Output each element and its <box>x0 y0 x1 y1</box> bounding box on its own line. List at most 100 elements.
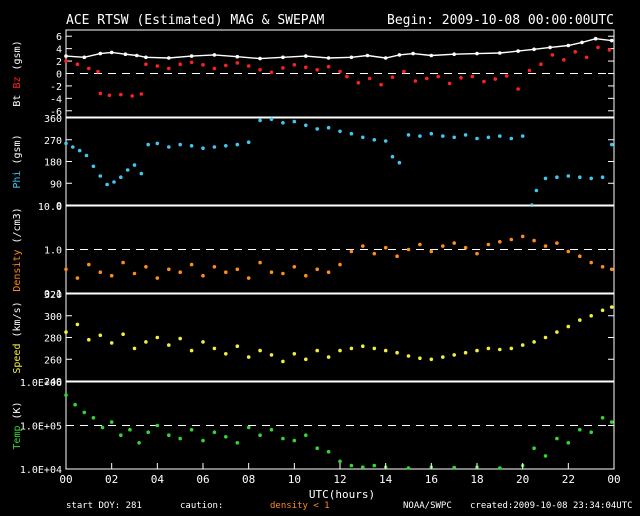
y-axis-label-part: Bt <box>12 95 23 107</box>
data-point <box>520 134 525 138</box>
data-point <box>178 436 182 441</box>
data-point <box>555 436 559 441</box>
data-point <box>578 318 582 322</box>
data-point <box>224 352 228 356</box>
data-point <box>235 54 240 59</box>
caution-label: caution: <box>180 501 223 511</box>
data-point <box>212 265 217 269</box>
data-point <box>212 346 217 351</box>
data-point <box>390 154 395 159</box>
data-point <box>532 446 536 451</box>
data-point <box>475 251 479 256</box>
y-tick-label: 90 <box>50 179 62 190</box>
x-axis-label: UTC(hours) <box>309 488 375 501</box>
data-point <box>452 465 457 470</box>
data-point <box>235 61 240 65</box>
y-axis-label: Density (/cm3) <box>12 207 23 291</box>
data-point <box>516 49 520 53</box>
data-point <box>100 425 105 430</box>
data-point <box>406 466 411 470</box>
data-point <box>201 273 205 278</box>
y-tick-label: 320 <box>44 290 62 301</box>
panel-speed: 320 300 280 260 240 Speed (km/s) <box>12 290 615 388</box>
x-tick-label: 06 <box>196 473 209 486</box>
data-point <box>361 244 365 248</box>
data-point <box>475 51 479 56</box>
data-point <box>609 142 614 147</box>
data-point <box>326 64 331 69</box>
panel-mag: 6 42 0-2-4 -6 Bt Bz (gsm) <box>12 29 615 118</box>
data-point <box>132 271 137 276</box>
data-point <box>246 425 251 430</box>
data-point <box>516 87 520 91</box>
data-point <box>566 249 571 254</box>
data-point <box>87 262 91 267</box>
data-point <box>315 446 320 451</box>
data-point <box>112 180 116 184</box>
panel-phi: 360 270 180 90 0 Phi (gsm) <box>12 114 615 212</box>
data-point <box>98 51 103 56</box>
series-phi <box>64 117 614 207</box>
data-point <box>486 346 491 351</box>
data-point <box>447 81 452 86</box>
data-point <box>269 353 274 357</box>
data-point <box>167 267 171 272</box>
series-temp <box>64 393 614 470</box>
y-tick-label: 1.0E+06 <box>20 378 62 389</box>
data-point <box>411 51 415 56</box>
data-point <box>596 45 600 50</box>
data-point <box>418 242 422 247</box>
data-point <box>349 346 354 351</box>
data-point <box>71 145 75 149</box>
data-point <box>64 330 68 334</box>
data-point <box>144 55 148 60</box>
data-point <box>304 65 308 70</box>
data-point <box>532 340 536 344</box>
data-point <box>167 343 171 347</box>
x-tick-label: 00 <box>59 473 72 486</box>
data-point <box>379 82 383 87</box>
data-point <box>109 273 114 278</box>
data-point <box>395 254 399 258</box>
data-point <box>201 146 205 150</box>
data-point <box>562 58 566 62</box>
agency-label: NOAA/SWPC <box>403 501 452 511</box>
y-tick-label: 300 <box>44 312 62 323</box>
data-point <box>155 64 160 68</box>
data-point <box>135 53 139 58</box>
data-point <box>361 344 365 349</box>
data-point <box>84 153 89 158</box>
data-point <box>155 276 160 280</box>
y-tick-label: -4 <box>50 94 62 105</box>
data-point <box>304 273 308 278</box>
x-tick-label: 16 <box>425 473 438 486</box>
y-axis-label-part: Bz <box>12 77 23 95</box>
data-point <box>87 66 91 71</box>
data-point <box>258 118 262 123</box>
data-point <box>167 56 171 60</box>
data-point <box>224 63 228 68</box>
data-point <box>566 324 571 329</box>
data-point <box>98 333 103 338</box>
data-point <box>258 68 262 72</box>
x-axis: 00 02 04 06 08 10 12 14 16 18 20 22 00 <box>59 463 621 486</box>
data-point <box>235 142 240 147</box>
data-point <box>144 62 148 66</box>
data-point <box>463 350 468 355</box>
data-point <box>589 314 593 318</box>
data-point <box>146 430 150 435</box>
y-axis-label-part: (gsm) <box>12 134 23 170</box>
data-point <box>132 346 137 351</box>
data-point <box>367 76 372 81</box>
data-point <box>121 332 125 337</box>
data-point <box>315 127 320 131</box>
data-point <box>425 76 429 81</box>
data-point <box>139 171 144 176</box>
data-point <box>144 340 148 344</box>
data-point <box>441 134 445 138</box>
data-point <box>600 308 605 313</box>
data-point <box>98 91 103 96</box>
data-point <box>429 131 434 136</box>
data-point <box>402 69 406 74</box>
data-point <box>281 436 285 441</box>
